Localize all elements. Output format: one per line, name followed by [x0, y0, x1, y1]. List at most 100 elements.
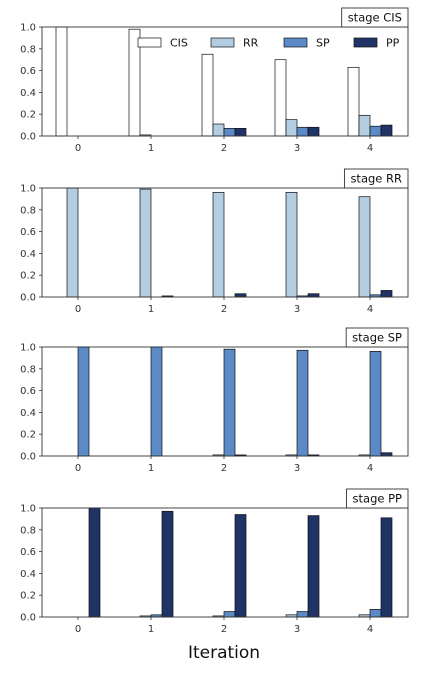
bar-cis-iter-2 [201, 53, 214, 137]
stage-title: stage SP [345, 327, 409, 348]
x-tick-label: 2 [221, 143, 227, 154]
bar-sp-iter-0 [77, 346, 90, 457]
y-tick-label: 0.2 [20, 591, 36, 602]
bar-rr-iter-4 [358, 196, 371, 298]
y-tick-label: 0.0 [20, 452, 36, 463]
plot-frame [41, 507, 409, 618]
y-tick-label: 0.6 [20, 66, 36, 77]
y-tick-label: 0.4 [20, 88, 36, 99]
x-tick-label: 1 [148, 143, 154, 154]
x-tick-label: 2 [221, 304, 227, 315]
stage-title-box [343, 168, 409, 189]
x-tick-label: 1 [148, 463, 154, 474]
y-tick-label: 0.2 [20, 110, 36, 121]
legend-label-rr: RR [243, 37, 259, 50]
bar-rr-iter-2 [212, 123, 225, 137]
x-tick-label: 2 [221, 624, 227, 635]
x-tick-label: 1 [148, 304, 154, 315]
y-tick-label: 1.0 [20, 184, 36, 195]
x-tick-label: 0 [75, 463, 81, 474]
y-tick-label: 0.2 [20, 271, 36, 282]
bar-sp-iter-4 [369, 609, 382, 618]
stage-title: stage RR [343, 168, 409, 189]
y-tick-label: 0.0 [20, 293, 36, 304]
y-tick-label: 0.2 [20, 430, 36, 441]
x-tick-label: 3 [294, 463, 300, 474]
y-tick-label: 0.4 [20, 249, 36, 260]
bar-sp-iter-4 [369, 351, 382, 457]
bar-pp-iter-4 [380, 124, 393, 137]
stage-title-box [346, 488, 409, 509]
x-axis-label: Iteration [188, 643, 260, 663]
y-tick-label: 0.0 [20, 132, 36, 143]
stage-title-text: stage SP [352, 331, 402, 345]
bar-sp-iter-2 [223, 348, 236, 457]
plot-frame [41, 187, 409, 298]
bar-cis-iter-4 [347, 66, 360, 137]
x-tick-label: 3 [294, 304, 300, 315]
x-tick-label: 4 [367, 143, 373, 154]
bar-pp-iter-2 [234, 128, 247, 137]
bar-sp-iter-1 [150, 346, 163, 457]
plot-frame [41, 26, 409, 137]
legend-swatch-cis [137, 37, 162, 48]
bar-pp-iter-3 [307, 293, 320, 298]
bar-pp-iter-2 [234, 514, 247, 618]
stage-title-box [345, 327, 409, 348]
y-tick-label: 0.8 [20, 364, 36, 375]
y-tick-label: 0.8 [20, 44, 36, 55]
y-tick-label: 1.0 [20, 23, 36, 34]
bar-sp-iter-3 [296, 126, 309, 137]
legend-label-cis: CIS [170, 37, 188, 50]
y-tick-label: 1.0 [20, 343, 36, 354]
chart-panel-3: 0.0 0.2 0.4 0.6 0.8 1.0 0 1 2 3 4 stage PP [20, 488, 409, 635]
bar-sp-iter-3 [296, 349, 309, 457]
bar-pp-iter-3 [307, 515, 320, 618]
y-tick-label: 1.0 [20, 504, 36, 515]
y-tick-label: 0.6 [20, 547, 36, 558]
bar-sp-iter-4 [369, 125, 382, 137]
x-tick-label: 0 [75, 624, 81, 635]
x-tick-label: 4 [367, 463, 373, 474]
stage-title: stage PP [346, 488, 409, 509]
y-tick-label: 0.0 [20, 613, 36, 624]
x-tick-label: 0 [75, 304, 81, 315]
y-tick-label: 0.6 [20, 227, 36, 238]
y-tick-label: 0.8 [20, 205, 36, 216]
legend: CIS RR SP PP [137, 37, 400, 50]
bar-pp-iter-1 [161, 510, 174, 618]
bar-rr-iter-3 [285, 119, 298, 137]
stage-title-text: stage CIS [348, 11, 402, 25]
bar-pp-iter-0 [88, 507, 101, 618]
bar-pp-iter-2 [234, 293, 247, 298]
bar-rr-iter-1 [139, 188, 152, 298]
bar-rr-iter-3 [285, 192, 298, 298]
bar-rr-iter-4 [358, 114, 371, 137]
plot-frame [41, 346, 409, 457]
bar-sp-iter-2 [223, 611, 236, 618]
x-tick-label: 1 [148, 624, 154, 635]
legend-label-sp: SP [316, 37, 330, 50]
y-tick-label: 0.4 [20, 569, 36, 580]
legend-swatch-rr [210, 37, 235, 48]
x-tick-label: 2 [221, 463, 227, 474]
bar-pp-iter-4 [380, 517, 393, 618]
bar-pp-iter-4 [380, 290, 393, 298]
y-tick-label: 0.4 [20, 408, 36, 419]
x-tick-label: 3 [294, 143, 300, 154]
bar-pp-iter-4 [380, 452, 393, 457]
bar-rr-iter-2 [212, 192, 225, 298]
legend-label-pp: PP [386, 37, 400, 50]
x-tick-label: 3 [294, 624, 300, 635]
chart-panel-0: 0.0 0.2 0.4 0.6 0.8 1.0 0 1 2 3 4 stage CIS CIS RR SP P… [20, 7, 409, 154]
x-tick-label: 4 [367, 624, 373, 635]
bar-cis-iter-0 [55, 26, 68, 137]
chart-panel-2: 0.0 0.2 0.4 0.6 0.8 1.0 0 1 2 3 4 stage SP [20, 327, 409, 474]
bar-pp-iter-3 [307, 126, 320, 137]
x-tick-label: 0 [75, 143, 81, 154]
y-tick-label: 0.6 [20, 386, 36, 397]
stage-title-text: stage PP [353, 492, 403, 506]
y-tick-label: 0.8 [20, 525, 36, 536]
bar-cis-iter-3 [274, 59, 287, 137]
